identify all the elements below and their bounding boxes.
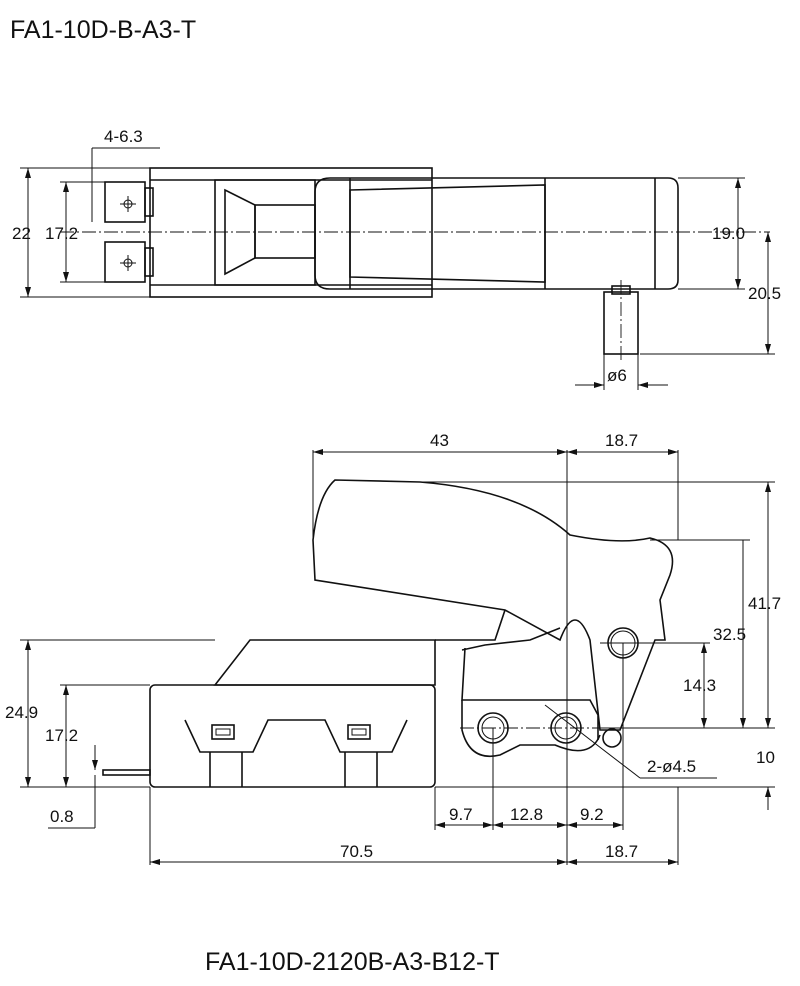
dim-plunger-diameter: ø6 xyxy=(607,366,627,385)
dim-hole-spacing-3: 9.2 xyxy=(580,805,604,824)
dim-hole-spec: 2-ø4.5 xyxy=(647,757,696,776)
dim-plunger-offset: 20.5 xyxy=(748,284,781,303)
dim-body-length: 70.5 xyxy=(340,842,373,861)
dim-hole-spacing-2: 12.8 xyxy=(510,805,543,824)
dim-bottom-offset: 10 xyxy=(756,748,775,767)
dim-terminal-thickness: 0.8 xyxy=(50,807,74,826)
dim-trigger-length: 43 xyxy=(430,431,449,450)
dim-terminal-pitch: 17.2 xyxy=(45,224,78,243)
dim-trigger-offset: 18.7 xyxy=(605,431,638,450)
dim-overall-height: 41.7 xyxy=(748,594,781,613)
top-view: 4-6.3 22 17.2 19.0 20.5 ø6 xyxy=(12,127,781,390)
dim-hole-height: 14.3 xyxy=(683,676,716,695)
dim-height-outer: 22 xyxy=(12,224,31,243)
dim-body-step: 17.2 xyxy=(45,726,78,745)
side-view: 43 18.7 41.7 32.5 14.3 24.9 17.2 10 2-ø4… xyxy=(5,431,781,865)
dim-trigger-height: 19.0 xyxy=(712,224,745,243)
dim-pivot-height: 32.5 xyxy=(713,625,746,644)
dim-trigger-right: 18.7 xyxy=(605,842,638,861)
top-title: FA1-10D-B-A3-T xyxy=(10,16,196,44)
bottom-title: FA1-10D-2120B-A3-B12-T xyxy=(205,948,500,976)
dim-terminal-spec: 4-6.3 xyxy=(104,127,143,146)
dim-hole-spacing-1: 9.7 xyxy=(449,805,473,824)
dim-body-height: 24.9 xyxy=(5,703,38,722)
